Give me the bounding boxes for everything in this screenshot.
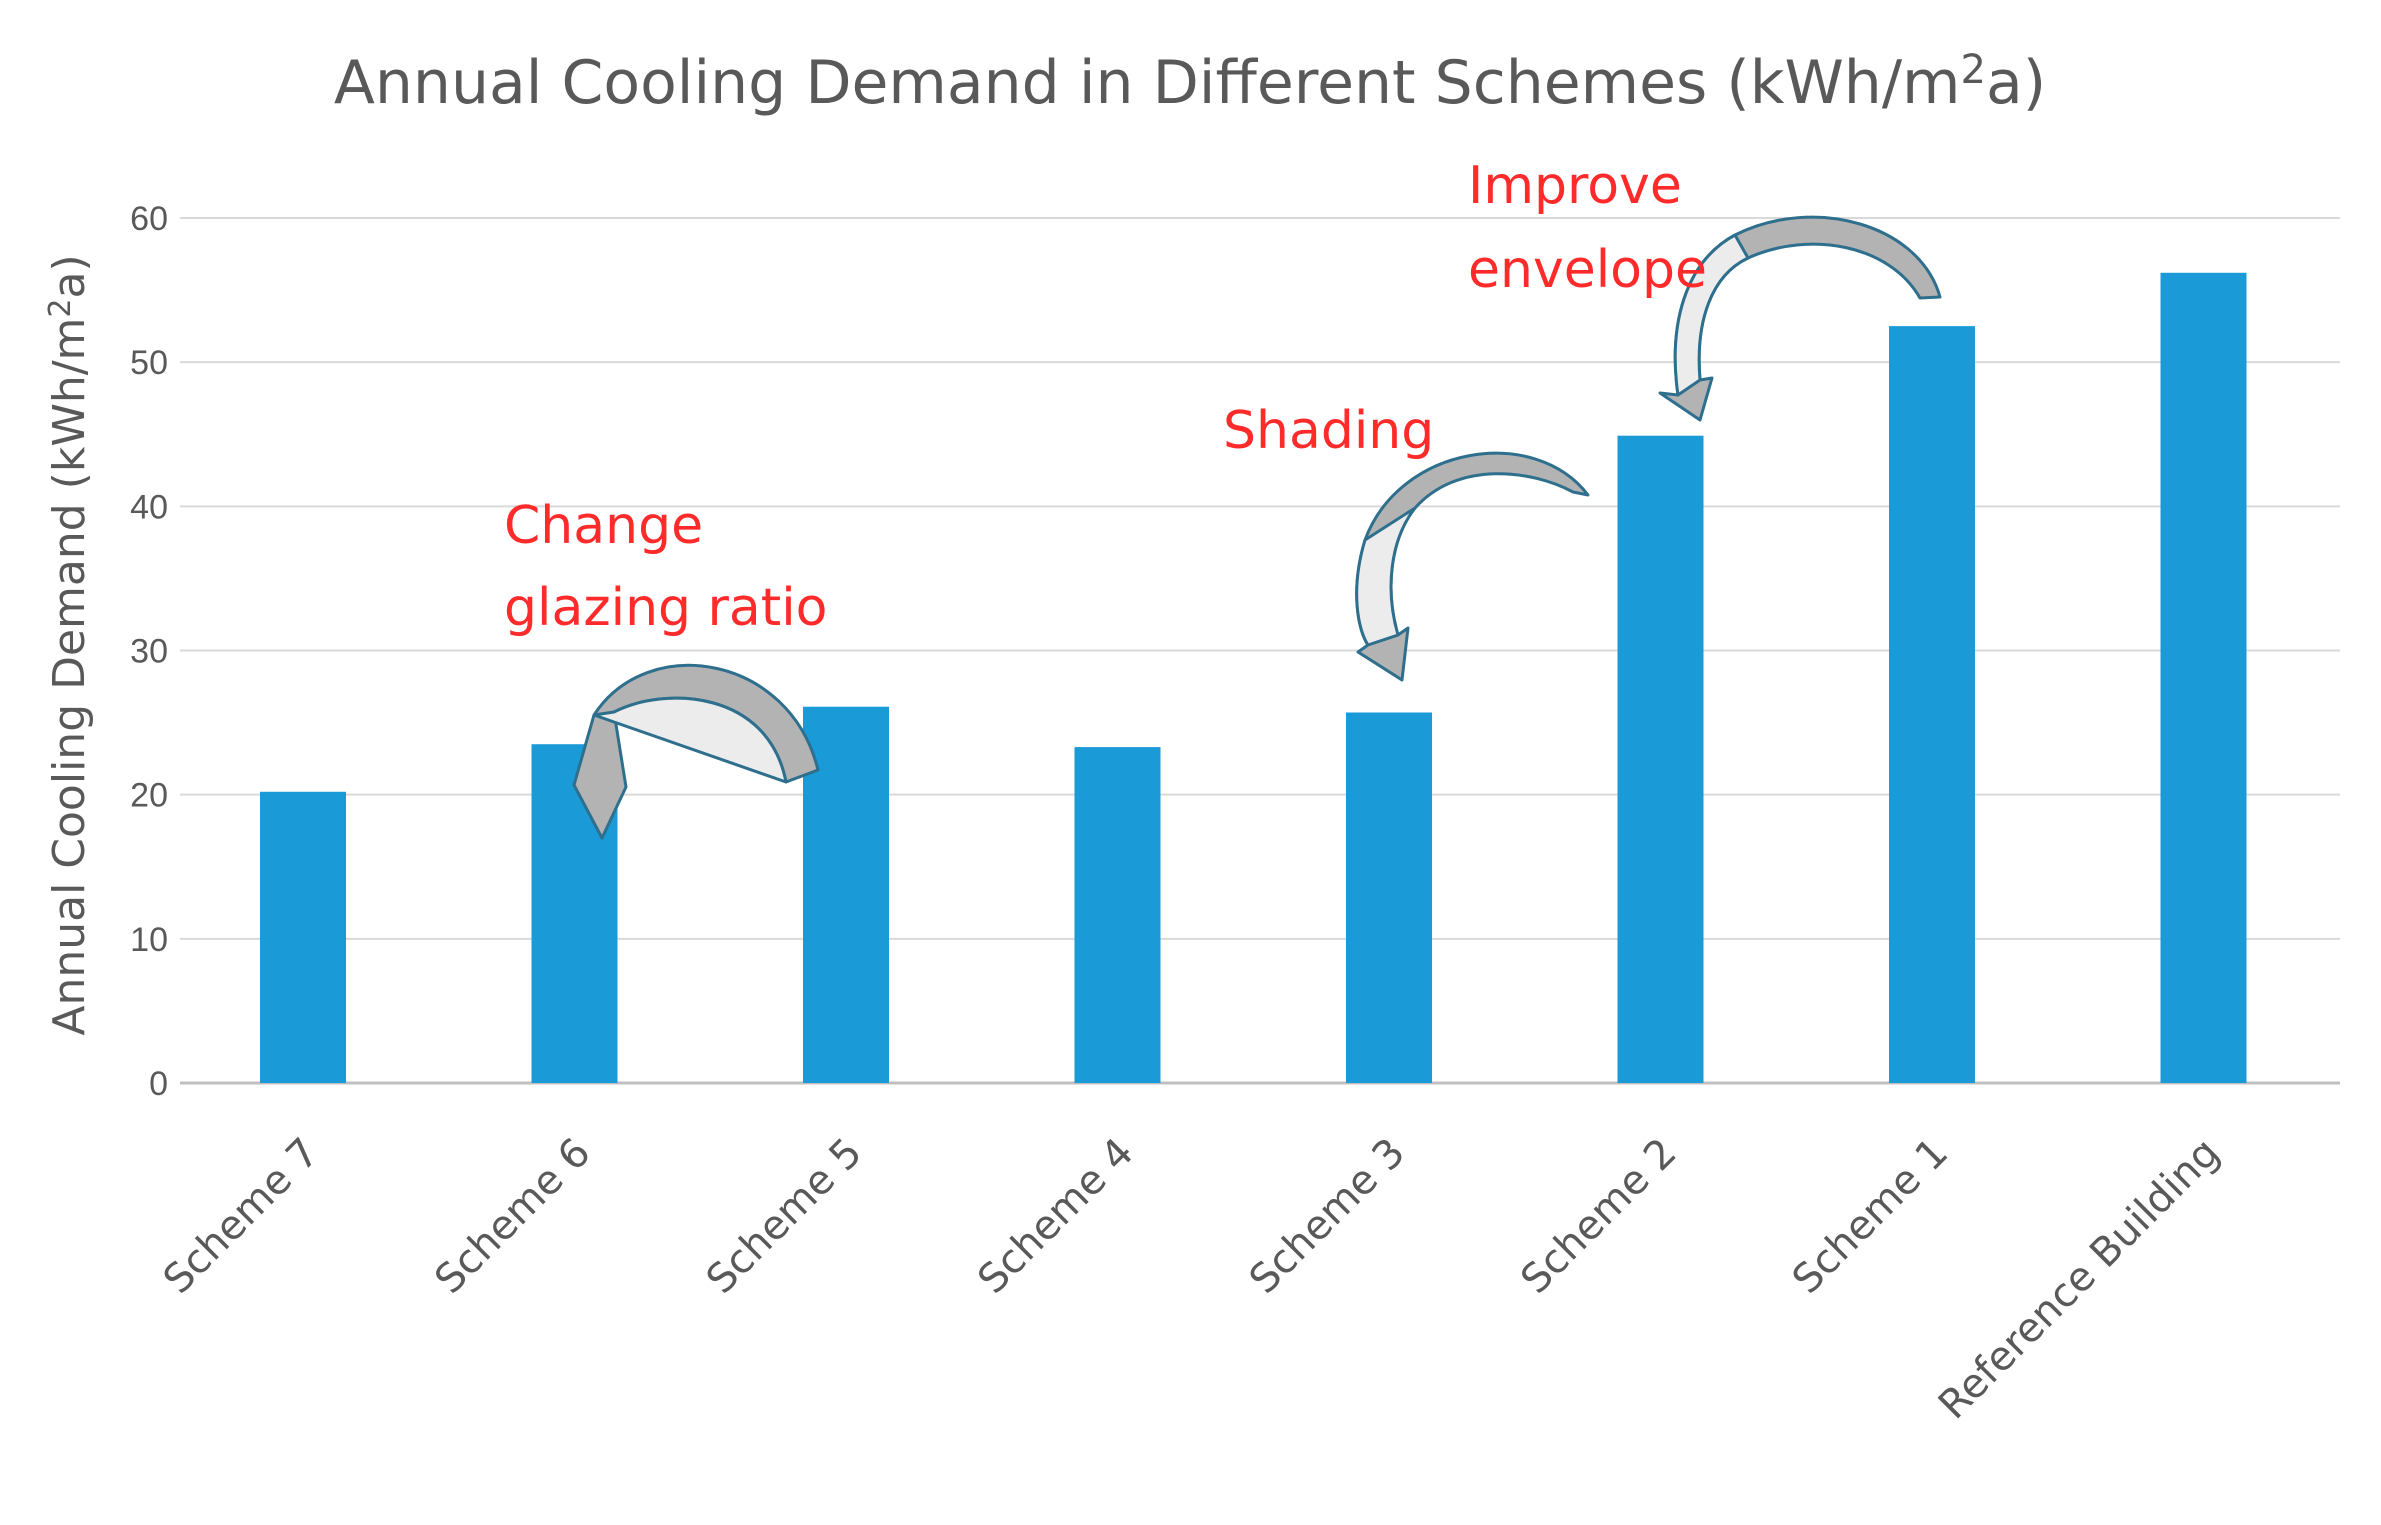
bar-scheme-4 <box>1074 747 1161 1083</box>
bar-scheme-7 <box>260 791 346 1083</box>
y-tick-label: 50 <box>130 344 168 382</box>
y-tick-label: 40 <box>130 488 168 526</box>
annotation-shading: Shading <box>1223 401 1434 461</box>
x-tick-label: Reference Building <box>1930 1130 2229 1429</box>
bar-scheme-2 <box>1617 435 1704 1084</box>
gridlines <box>180 217 2340 1085</box>
y-axis-ticks: 0 10 20 30 40 50 60 <box>130 200 168 1103</box>
arrow-improve-envelope <box>1658 215 1942 422</box>
arrow-change-glazing <box>572 663 820 840</box>
x-axis-labels: Scheme 7 Scheme 6 Scheme 5 Scheme 4 Scheme 3… <box>155 1130 2229 1429</box>
x-tick-label: Scheme 2 <box>1512 1130 1685 1303</box>
x-tick-label: Scheme 1 <box>1784 1130 1957 1303</box>
y-tick-label: 10 <box>130 921 168 959</box>
y-tick-label: 0 <box>149 1065 168 1103</box>
annotation-line: Improve <box>1468 156 1682 216</box>
arrow-shading <box>1355 451 1590 682</box>
x-tick-label: Scheme 3 <box>1241 1130 1414 1303</box>
bar-scheme-1 <box>1889 326 1975 1083</box>
annotation-line: glazing ratio <box>504 578 827 638</box>
chart-title: Annual Cooling Demand in Different Schem… <box>334 47 2046 118</box>
y-tick-label: 30 <box>130 633 168 671</box>
bars <box>260 272 2247 1084</box>
annotation-line: Shading <box>1223 401 1434 461</box>
x-tick-label: Scheme 7 <box>155 1130 328 1303</box>
y-tick-label: 60 <box>130 200 168 238</box>
x-tick-label: Scheme 6 <box>426 1130 599 1303</box>
annotation-change-glazing: Change glazing ratio <box>504 496 827 638</box>
bar-reference-building <box>2160 272 2247 1083</box>
x-tick-label: Scheme 5 <box>698 1130 871 1303</box>
bar-scheme-3 <box>1346 712 1432 1083</box>
y-tick-label: 20 <box>130 777 168 815</box>
y-axis-label: Annual Cooling Demand (kWh/m2a) <box>43 254 95 1035</box>
annotation-improve-envelope: Improve envelope <box>1468 156 1707 300</box>
annotation-line: Change <box>504 496 703 556</box>
annotation-line: envelope <box>1468 240 1707 300</box>
x-tick-label: Scheme 4 <box>969 1130 1142 1303</box>
